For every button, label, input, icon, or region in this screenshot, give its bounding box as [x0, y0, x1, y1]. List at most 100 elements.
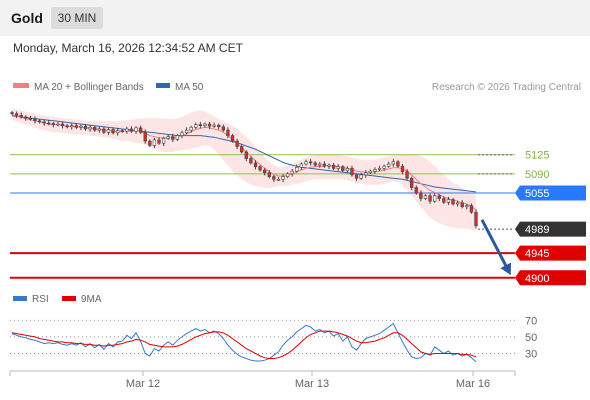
candle-up: [212, 124, 216, 127]
candle-down: [235, 140, 239, 147]
candle-down: [171, 136, 175, 140]
candle-down: [37, 120, 42, 123]
candle-down: [129, 128, 134, 132]
candle-down: [83, 125, 88, 130]
candle-up: [125, 128, 129, 132]
candle-up: [336, 166, 340, 169]
candle-down: [451, 199, 455, 205]
candle-down: [143, 131, 147, 142]
candle-up: [432, 195, 437, 202]
candle-up: [88, 127, 92, 130]
candle-down: [207, 123, 212, 127]
candle-down: [253, 162, 258, 168]
chart-timestamp: Monday, March 16, 2026 12:34:52 AM CET: [13, 41, 243, 55]
candle-down: [47, 122, 51, 125]
candle-down: [19, 115, 23, 118]
candle-down: [267, 172, 271, 177]
rsi-tick-50: 50: [525, 332, 537, 344]
candle-down: [157, 139, 161, 144]
candle-down: [42, 121, 46, 124]
candle-up: [327, 164, 331, 167]
candle-up: [285, 173, 290, 177]
candle-down: [263, 169, 267, 174]
rsi-tick-70: 70: [525, 315, 537, 327]
candle-down: [217, 124, 221, 128]
candle-up: [180, 132, 184, 136]
candle-up: [364, 172, 368, 176]
candle-up: [56, 123, 60, 126]
candle-up: [203, 123, 207, 127]
candle-up: [318, 163, 322, 166]
candle-down: [240, 146, 244, 153]
level-box-5055: [515, 185, 586, 201]
candle-down: [111, 129, 115, 134]
candle-down: [313, 162, 317, 166]
candle-down: [51, 123, 56, 125]
candle-down: [102, 128, 106, 133]
candle-up: [194, 124, 198, 128]
candle-up: [134, 127, 138, 132]
candle-down: [14, 113, 19, 116]
candle-down: [221, 126, 225, 131]
forecast-arrow-shaft: [480, 219, 510, 271]
candle-up: [276, 179, 281, 181]
candle-down: [410, 177, 414, 188]
candle-up: [161, 137, 166, 144]
rsi-ma-line: [11, 330, 477, 359]
candle-up: [106, 129, 111, 133]
candle-up: [465, 205, 469, 207]
candle-up: [175, 135, 180, 140]
level-label-5055: 5055: [525, 188, 549, 200]
candle-up: [189, 127, 193, 131]
candle-down: [148, 140, 152, 146]
ma50-legend-swatch: [156, 83, 170, 88]
candle-down: [414, 187, 418, 194]
rsi-tick-30: 30: [525, 349, 537, 361]
level-box-4989: [515, 221, 586, 237]
candle-down: [198, 124, 203, 127]
time-tick-label: Mar 13: [295, 378, 329, 390]
time-axis: Mar 12 Mar 13 Mar 16: [9, 371, 516, 390]
rsi-legend-label: RSI: [32, 294, 49, 305]
symbol-title: Gold: [11, 10, 43, 26]
candle-up: [290, 170, 294, 175]
candle-down: [322, 163, 327, 167]
candle-down: [354, 174, 359, 179]
candle-down: [74, 125, 78, 128]
candle-up: [368, 170, 373, 174]
rsi-line: [11, 322, 477, 363]
candle-up: [152, 139, 157, 146]
candle-down: [93, 127, 97, 131]
research-credit: Research © 2026 Trading Central: [432, 82, 581, 93]
candle-down: [341, 166, 345, 171]
candle-down: [272, 176, 276, 180]
timeframe-selector[interactable]: 30 MIN: [51, 7, 103, 29]
candle-down: [469, 205, 474, 213]
ma50-legend-label: MA 50: [175, 82, 204, 93]
rsi-ma-legend-label: 9MA: [81, 294, 102, 305]
candle-down: [258, 166, 262, 171]
candle-up: [359, 174, 363, 179]
candle-up: [373, 169, 377, 172]
candle-down: [405, 171, 409, 179]
candle-up: [345, 168, 350, 171]
level-label-4900: 4900: [525, 273, 549, 285]
candle-down: [24, 116, 28, 119]
candle-up: [299, 163, 304, 168]
candle-down: [396, 161, 400, 167]
candle-down: [28, 117, 33, 120]
candle-up: [281, 176, 285, 180]
candle-up: [70, 125, 74, 128]
candle-down: [350, 168, 354, 176]
candle-down: [120, 130, 124, 132]
level-box-4900: [515, 270, 586, 286]
bollinger-band: [12, 108, 476, 232]
candle-up: [97, 128, 101, 131]
candle-down: [138, 127, 143, 133]
candle-down: [244, 151, 248, 159]
candle-up: [295, 166, 299, 172]
price-panel: 5125 5090 5055 4989 4945 4900: [10, 108, 586, 286]
candle-up: [387, 163, 391, 167]
candle-up: [115, 130, 120, 134]
